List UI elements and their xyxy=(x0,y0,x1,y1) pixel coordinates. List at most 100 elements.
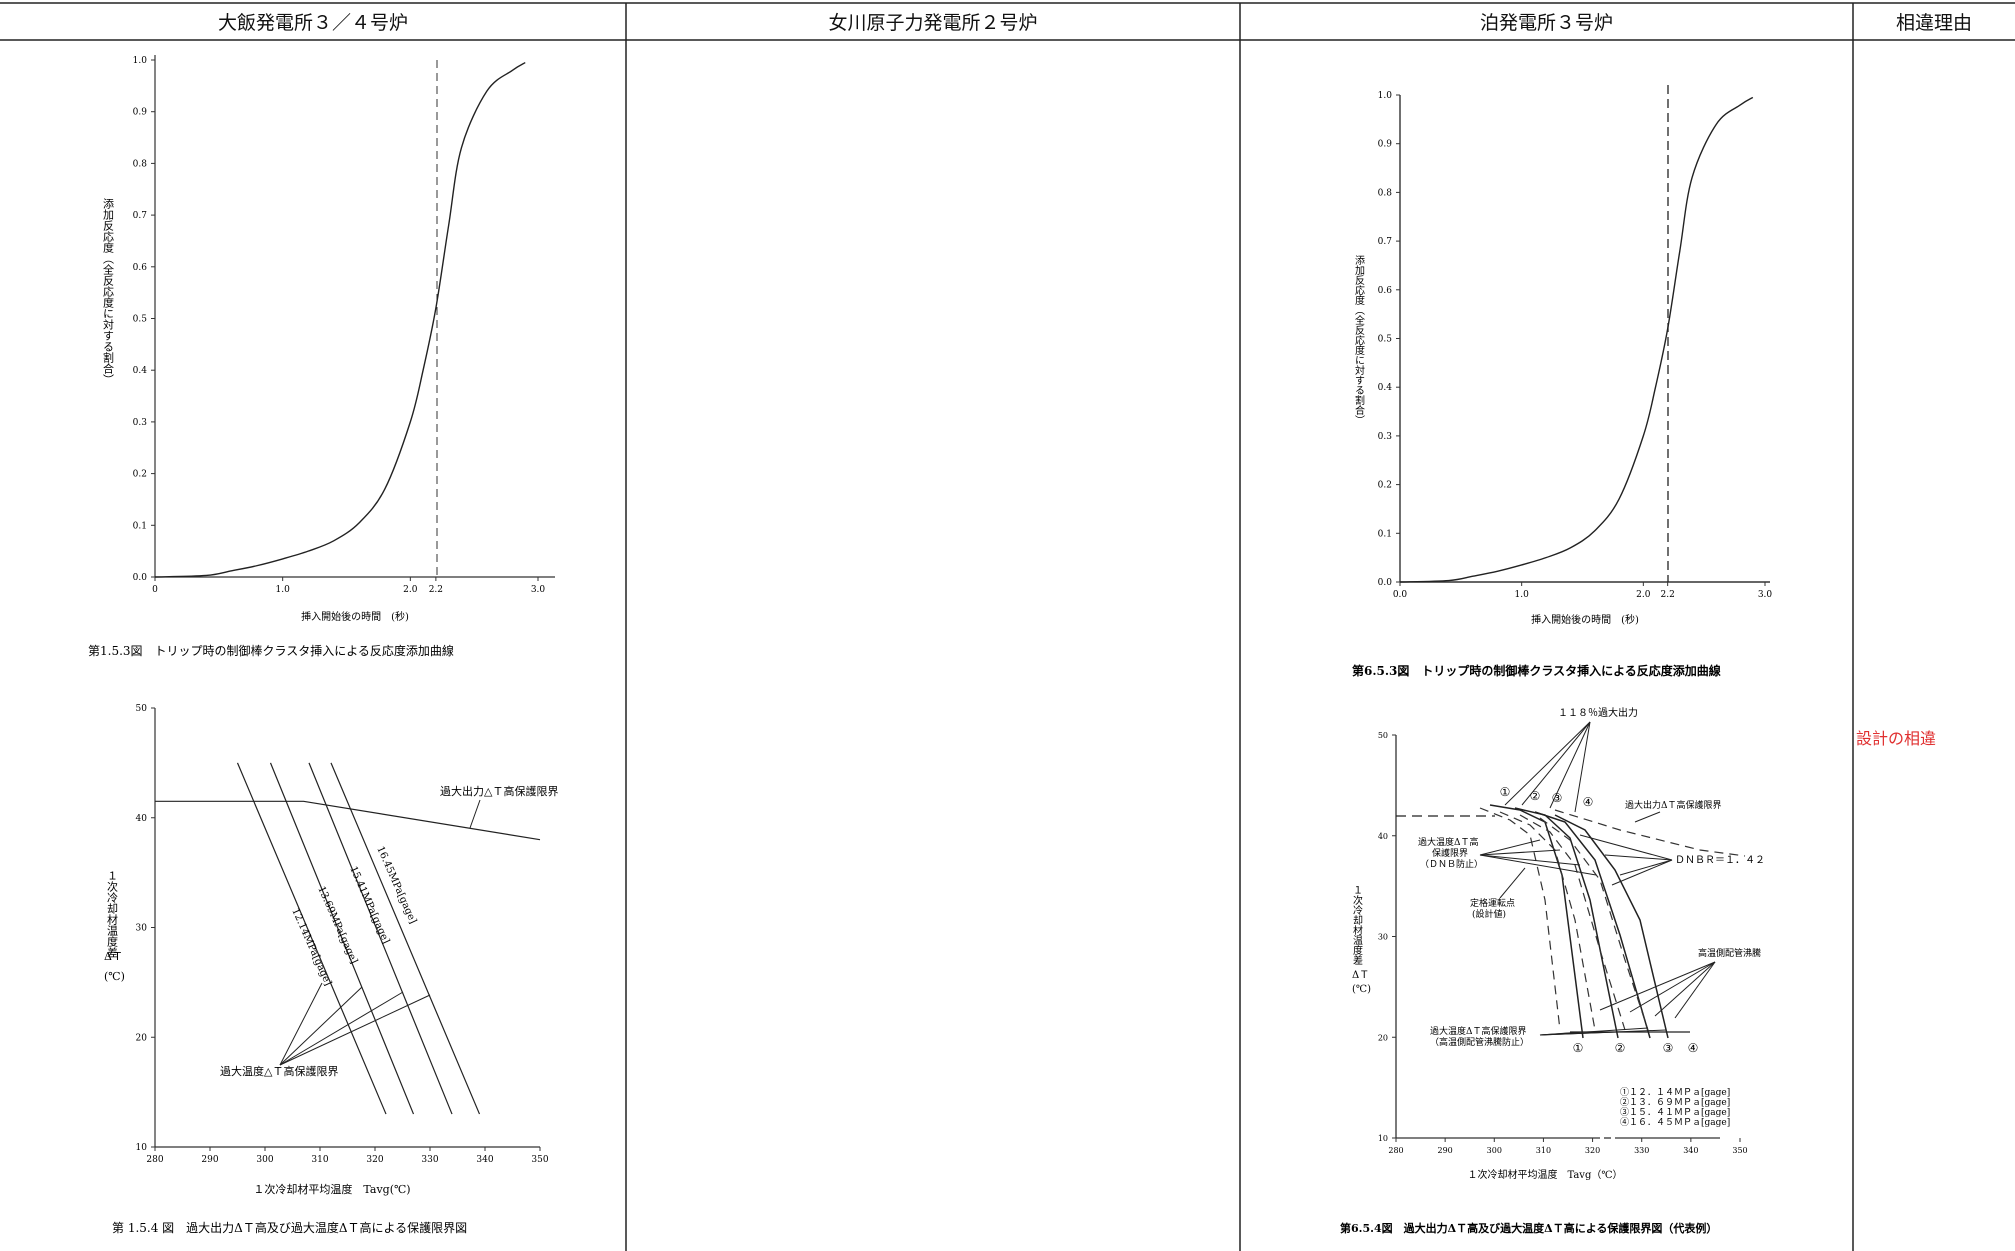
lf2-xtick-label: 290 xyxy=(201,1155,218,1165)
rf2-xtick-label: 320 xyxy=(1585,1146,1600,1155)
right-fig1-xlabel: 挿入開始後の時間 (秒) xyxy=(1531,613,1639,626)
rf1-xtick-label: 1.0 xyxy=(1515,590,1530,600)
right-fig1-caption: 第6.5.3図 トリップ時の制御棒クラスタ挿入による反応度添加曲線 xyxy=(1352,663,1721,678)
lf1-ytick-label: 0.3 xyxy=(133,418,148,428)
lf1-xtick-label: 3.0 xyxy=(531,585,546,595)
lf2-series-line xyxy=(155,800,541,841)
rated-point-2: (設計値) xyxy=(1472,908,1506,920)
lf1-ytick-label: 0.2 xyxy=(133,470,147,480)
lf2-series-line xyxy=(330,762,481,1115)
lf2-ytick-label: 40 xyxy=(136,814,148,824)
header-col3: 泊発電所３号炉 xyxy=(1479,12,1613,34)
rf2-ytick-label: 20 xyxy=(1378,1033,1388,1042)
rf2-xtick-label: 310 xyxy=(1536,1146,1551,1155)
op-limit-label-r: 過大出力ΔＴ高保護限界 xyxy=(1625,799,1722,811)
ot-limit-label-2: 保護限界 xyxy=(1432,847,1468,859)
lf2-ytick-label: 10 xyxy=(136,1143,148,1153)
press-1: 12.14MPa[gage] xyxy=(289,907,333,988)
press-4: 16.45MPa[gage] xyxy=(374,845,418,926)
circle-2-bot: ② xyxy=(1615,1041,1626,1055)
lf2-ytick-label: 20 xyxy=(136,1033,148,1043)
rf2-xtick-label: 300 xyxy=(1487,1146,1502,1155)
lf1-xtick-label: 2.0 xyxy=(403,585,418,595)
lf1-ytick-label: 0.4 xyxy=(133,366,148,376)
rf2-ytick-label: 30 xyxy=(1378,933,1388,942)
lf2-series-line xyxy=(236,762,387,1115)
rf1-ytick-label: 0.6 xyxy=(1378,286,1393,296)
rf1-ytick-label: 0.1 xyxy=(1378,529,1392,539)
rf1-xtick-label: 0.0 xyxy=(1393,590,1408,600)
rf1-ytick-label: 0.9 xyxy=(1378,140,1393,150)
rf1-xtick-label: 3.0 xyxy=(1758,590,1773,600)
lf2-series-line xyxy=(308,762,453,1115)
rf2-xtick-label: 290 xyxy=(1438,1146,1453,1155)
rf1-ytick-label: 0.5 xyxy=(1378,335,1393,345)
lf1-ytick-label: 0.9 xyxy=(133,108,148,118)
left-fig2-ylabel-sym: ΔＴ xyxy=(104,950,123,963)
left-fig2-ylabel-unit: (℃) xyxy=(104,970,125,983)
rf2-xtick-label: 350 xyxy=(1732,1146,1747,1155)
header-col2: 女川原子力発電所２号炉 xyxy=(828,12,1038,34)
left-fig2: 10 20 30 40 50 280 290 300 310 320 330 340 350 過大出力… xyxy=(104,704,558,1235)
rf1-reactivity-curve xyxy=(1399,96,1754,583)
legend-4: ④１６．４５ＭＰａ[gage] xyxy=(1620,1117,1730,1128)
rf1-ytick-label: 0.3 xyxy=(1378,432,1393,442)
rf2-ytick-label: 10 xyxy=(1378,1134,1388,1143)
right-fig2-ylabel-unit: (℃) xyxy=(1352,984,1371,995)
difference-reason: 設計の相違 xyxy=(1856,729,1937,748)
circle-4-bot: ④ xyxy=(1688,1041,1699,1055)
lf2-series-line xyxy=(269,762,415,1115)
left-fig2-caption: 第 1.5.4 図 過大出力ΔＴ高及び過大温度ΔＴ高による保護限界図 xyxy=(112,1220,467,1235)
lf2-xtick-label: 320 xyxy=(366,1155,383,1165)
lf1-reactivity-curve xyxy=(154,61,526,578)
right-fig1: 0.0 0.1 0.2 0.3 0.4 0.5 0.6 0.7 0.8 0.9 1.0 0.0 1.0… xyxy=(1352,85,1772,678)
lf1-ytick-label: 0.8 xyxy=(133,159,148,169)
header-col1: 大飯発電所３／４号炉 xyxy=(217,12,408,34)
rf1-ytick-label: 0.2 xyxy=(1378,481,1392,491)
lf1-xtick-label: 1.0 xyxy=(276,585,291,595)
left-fig2-xlabel: １次冷却材平均温度 Tavg(℃) xyxy=(253,1182,410,1196)
bottom-limit-2: （高温側配管沸騰防止） xyxy=(1430,1036,1529,1048)
lf2-xtick-label: 340 xyxy=(476,1155,493,1165)
circle-3-top: ③ xyxy=(1552,791,1563,805)
rf1-ytick-label: 0.8 xyxy=(1378,188,1393,198)
right-fig2: 10 20 30 40 50 280 290 300 310 320 330 340 350 １１８％… xyxy=(1340,706,1765,1235)
circle-1-bot: ① xyxy=(1573,1041,1584,1055)
rf1-xtick-label: 2.2 xyxy=(1661,590,1675,600)
rf1-ytick-label: 0.7 xyxy=(1378,237,1393,247)
overpower-118-label: １１８％過大出力 xyxy=(1558,706,1638,719)
lf2-xtick-label: 350 xyxy=(531,1155,548,1165)
left-fig2-ylabel-main: １次冷却材温度差 xyxy=(106,870,119,958)
right-fig2-caption: 第6.5.4図 過大出力ΔＴ高及び過大温度ΔＴ高による保護限界図（代表例） xyxy=(1340,1221,1717,1235)
lf2-xtick-label: 280 xyxy=(146,1155,163,1165)
right-fig2-ylabel-main: １次冷却材温度差 xyxy=(1351,885,1363,965)
ot-limit-label: 過大温度△Ｔ高保護限界 xyxy=(220,1064,338,1078)
lf1-xtick-label: 0 xyxy=(152,585,158,595)
legend-1: ①１２．１４ＭＰａ[gage] xyxy=(1620,1087,1730,1098)
lf2-xtick-label: 330 xyxy=(421,1155,438,1165)
rf1-ytick-label: 0.4 xyxy=(1378,383,1393,393)
press-3: 15.41MPa[gage] xyxy=(347,865,391,946)
left-fig1-ylabel: 添加反応度（全反応度に対する割合） xyxy=(102,197,115,385)
rated-point-1: 定格運転点 xyxy=(1470,897,1515,909)
rf1-xtick-label: 2.0 xyxy=(1636,590,1651,600)
circle-3-bot: ③ xyxy=(1663,1041,1674,1055)
rf1-ytick-label: 0.0 xyxy=(1378,578,1393,588)
lf1-ytick-label: 0.7 xyxy=(133,211,148,221)
left-fig1-xlabel: 挿入開始後の時間 (秒) xyxy=(301,610,409,623)
right-fig1-ylabel: 添加反応度（全反応度に対する割合） xyxy=(1353,254,1365,425)
lf1-ytick-label: 0.0 xyxy=(133,573,148,583)
header-col4: 相違理由 xyxy=(1895,12,1972,34)
rf1-ytick-label: 1.0 xyxy=(1378,91,1393,101)
rf2-xtick-label: 280 xyxy=(1388,1146,1403,1155)
right-fig2-xlabel: １次冷却材平均温度 Tavg（℃） xyxy=(1467,1168,1622,1181)
ot-limit-label-3: （ＤＮＢ防止） xyxy=(1420,858,1483,870)
press-2: 13.69MPa[gage] xyxy=(315,885,359,966)
lf1-ytick-label: 1.0 xyxy=(133,56,148,66)
right-fig2-ylabel-sym: ΔＴ xyxy=(1352,970,1369,981)
lf2-ytick-label: 30 xyxy=(136,924,148,934)
left-fig1-caption: 第1.5.3図 トリップ時の制御棒クラスタ挿入による反応度添加曲線 xyxy=(88,643,454,658)
dnbr-label: ＤＮＢＲ＝１．４２ xyxy=(1675,855,1765,866)
lf1-ytick-label: 0.1 xyxy=(133,521,147,531)
